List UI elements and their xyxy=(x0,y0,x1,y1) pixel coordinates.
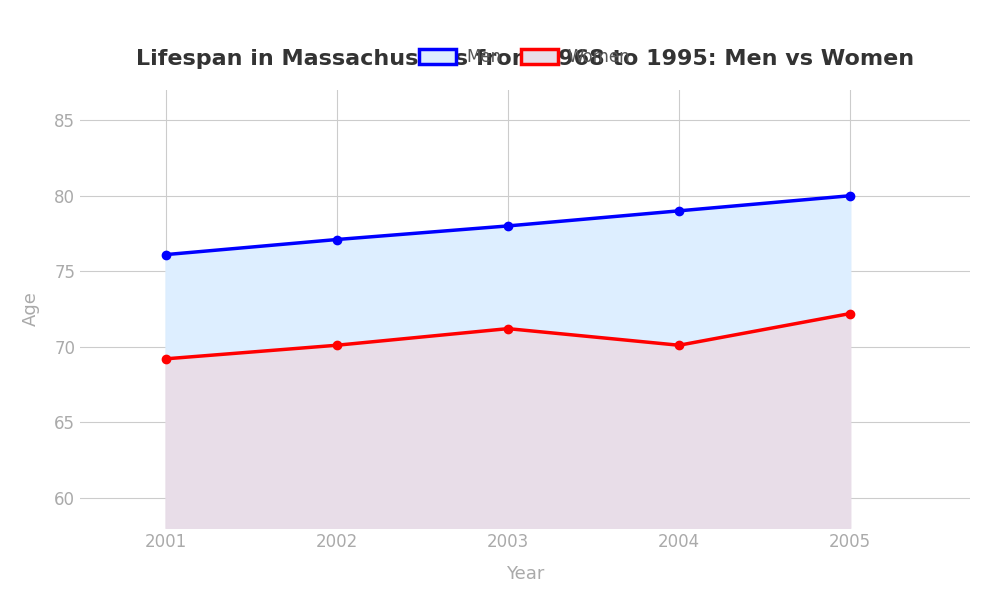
X-axis label: Year: Year xyxy=(506,565,544,583)
Y-axis label: Age: Age xyxy=(22,292,40,326)
Title: Lifespan in Massachusetts from 1968 to 1995: Men vs Women: Lifespan in Massachusetts from 1968 to 1… xyxy=(136,49,914,69)
Legend: Men, Women: Men, Women xyxy=(413,41,637,73)
